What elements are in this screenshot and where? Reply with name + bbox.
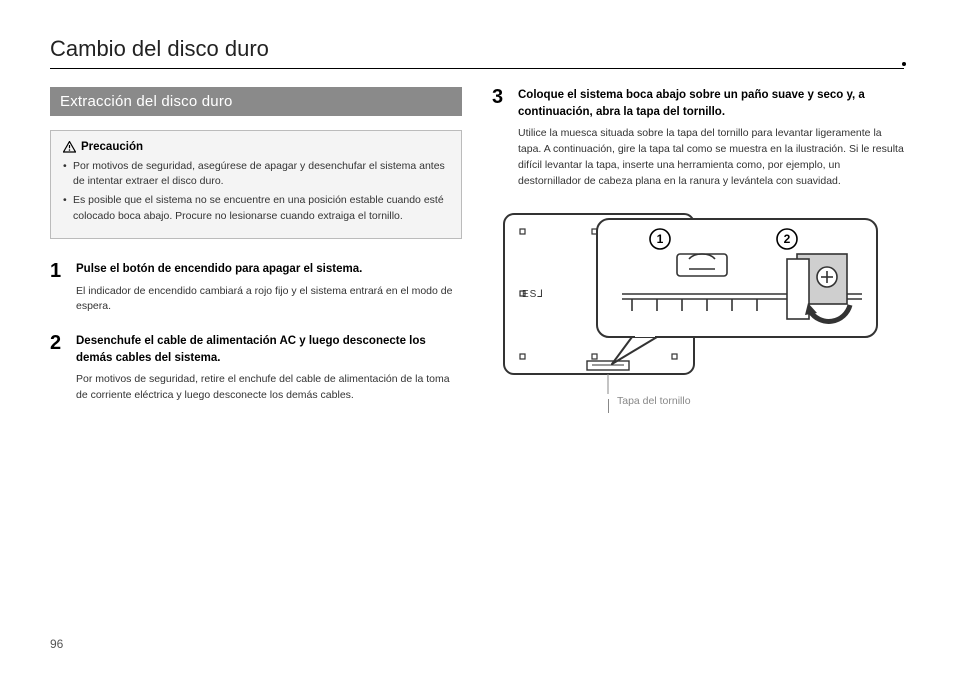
step-text: Por motivos de seguridad, retire el ench… (76, 372, 462, 404)
caution-item: Es posible que el sistema no se encuentr… (63, 193, 449, 223)
caution-label: Precaución (81, 141, 143, 153)
screw-cover-diagram: ES⅃ 1 2 (492, 199, 904, 417)
title-end-dot (902, 62, 906, 66)
caution-title: Precaución (63, 141, 449, 153)
step-title: Coloque el sistema boca abajo sobre un p… (518, 87, 904, 120)
step-1: 1 Pulse el botón de encendido para apaga… (50, 261, 462, 315)
step-title: Pulse el botón de encendido para apagar … (76, 261, 462, 278)
caution-box: Precaución Por motivos de seguridad, ase… (50, 130, 462, 239)
step-number: 2 (50, 333, 66, 404)
caption-leader (608, 399, 609, 413)
step-2: 2 Desenchufe el cable de alimentación AC… (50, 333, 462, 404)
svg-text:ES⅃: ES⅃ (522, 289, 544, 300)
page-title: Cambio del disco duro (50, 36, 904, 69)
step-title: Desenchufe el cable de alimentación AC y… (76, 333, 462, 366)
step-number: 1 (50, 261, 66, 315)
step-text: El indicador de encendido cambiará a roj… (76, 284, 462, 316)
page-number: 96 (50, 637, 63, 651)
right-column: 3 Coloque el sistema boca abajo sobre un… (492, 87, 904, 422)
warning-icon (63, 141, 76, 153)
diagram-caption: Tapa del tornillo (617, 395, 691, 409)
step-text: Utilice la muesca situada sobre la tapa … (518, 126, 904, 189)
caution-item: Por motivos de seguridad, asegúrese de a… (63, 159, 449, 189)
step-3: 3 Coloque el sistema boca abajo sobre un… (492, 87, 904, 189)
diagram-badge-1: 1 (657, 232, 664, 246)
left-column: Extracción del disco duro Precaución Por… (50, 87, 462, 422)
diagram-badge-2: 2 (784, 232, 791, 246)
step-number: 3 (492, 87, 508, 189)
section-heading: Extracción del disco duro (50, 87, 462, 116)
